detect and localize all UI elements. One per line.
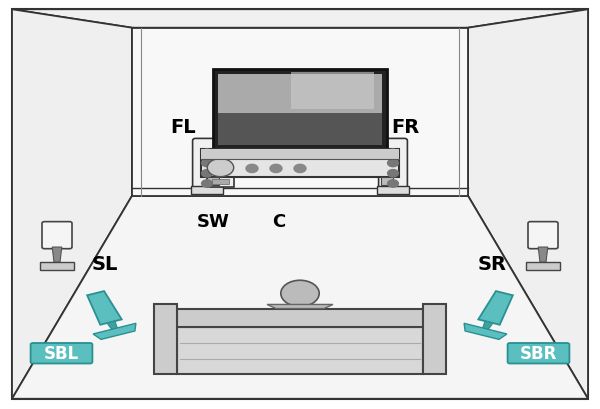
Circle shape — [294, 165, 306, 173]
Bar — [154, 305, 177, 374]
Circle shape — [388, 160, 398, 167]
Bar — [381, 178, 393, 185]
Polygon shape — [52, 247, 62, 263]
Bar — [213, 70, 387, 149]
Polygon shape — [107, 321, 118, 330]
Polygon shape — [267, 305, 333, 309]
Polygon shape — [464, 324, 507, 339]
Circle shape — [202, 160, 212, 167]
Bar — [218, 75, 382, 113]
Polygon shape — [478, 291, 513, 325]
Circle shape — [202, 150, 212, 157]
Circle shape — [388, 150, 398, 157]
Circle shape — [208, 159, 234, 177]
Bar — [177, 309, 423, 327]
Polygon shape — [538, 247, 548, 263]
Polygon shape — [12, 10, 132, 399]
Text: SR: SR — [478, 254, 506, 273]
Bar — [207, 153, 234, 187]
Bar — [423, 305, 446, 374]
FancyBboxPatch shape — [508, 343, 569, 364]
Polygon shape — [12, 10, 588, 29]
Bar — [207, 178, 219, 185]
Bar — [132, 29, 468, 196]
FancyBboxPatch shape — [528, 222, 558, 249]
Polygon shape — [468, 10, 588, 399]
Bar — [218, 113, 382, 146]
Text: SL: SL — [92, 254, 118, 273]
Text: FR: FR — [391, 118, 419, 137]
Circle shape — [388, 180, 398, 188]
Text: SBL: SBL — [44, 344, 79, 362]
FancyBboxPatch shape — [379, 139, 407, 190]
Circle shape — [270, 165, 282, 173]
Polygon shape — [482, 321, 493, 330]
Bar — [292, 73, 373, 109]
Bar — [177, 327, 423, 374]
Polygon shape — [12, 196, 588, 399]
Bar — [201, 150, 399, 178]
Circle shape — [202, 180, 212, 188]
Bar — [201, 150, 399, 160]
Text: C: C — [272, 213, 286, 231]
Bar — [212, 179, 229, 184]
Polygon shape — [87, 291, 122, 325]
Circle shape — [388, 170, 398, 178]
Text: SW: SW — [197, 213, 229, 231]
Circle shape — [281, 281, 319, 307]
Text: FL: FL — [170, 118, 196, 137]
Bar — [40, 263, 74, 270]
FancyBboxPatch shape — [193, 139, 221, 190]
Circle shape — [246, 165, 258, 173]
FancyBboxPatch shape — [31, 343, 92, 364]
FancyBboxPatch shape — [42, 222, 72, 249]
Bar — [377, 187, 409, 194]
Bar — [526, 263, 560, 270]
Circle shape — [202, 170, 212, 178]
Bar — [191, 187, 223, 194]
Text: SBR: SBR — [520, 344, 557, 362]
Polygon shape — [93, 324, 136, 339]
